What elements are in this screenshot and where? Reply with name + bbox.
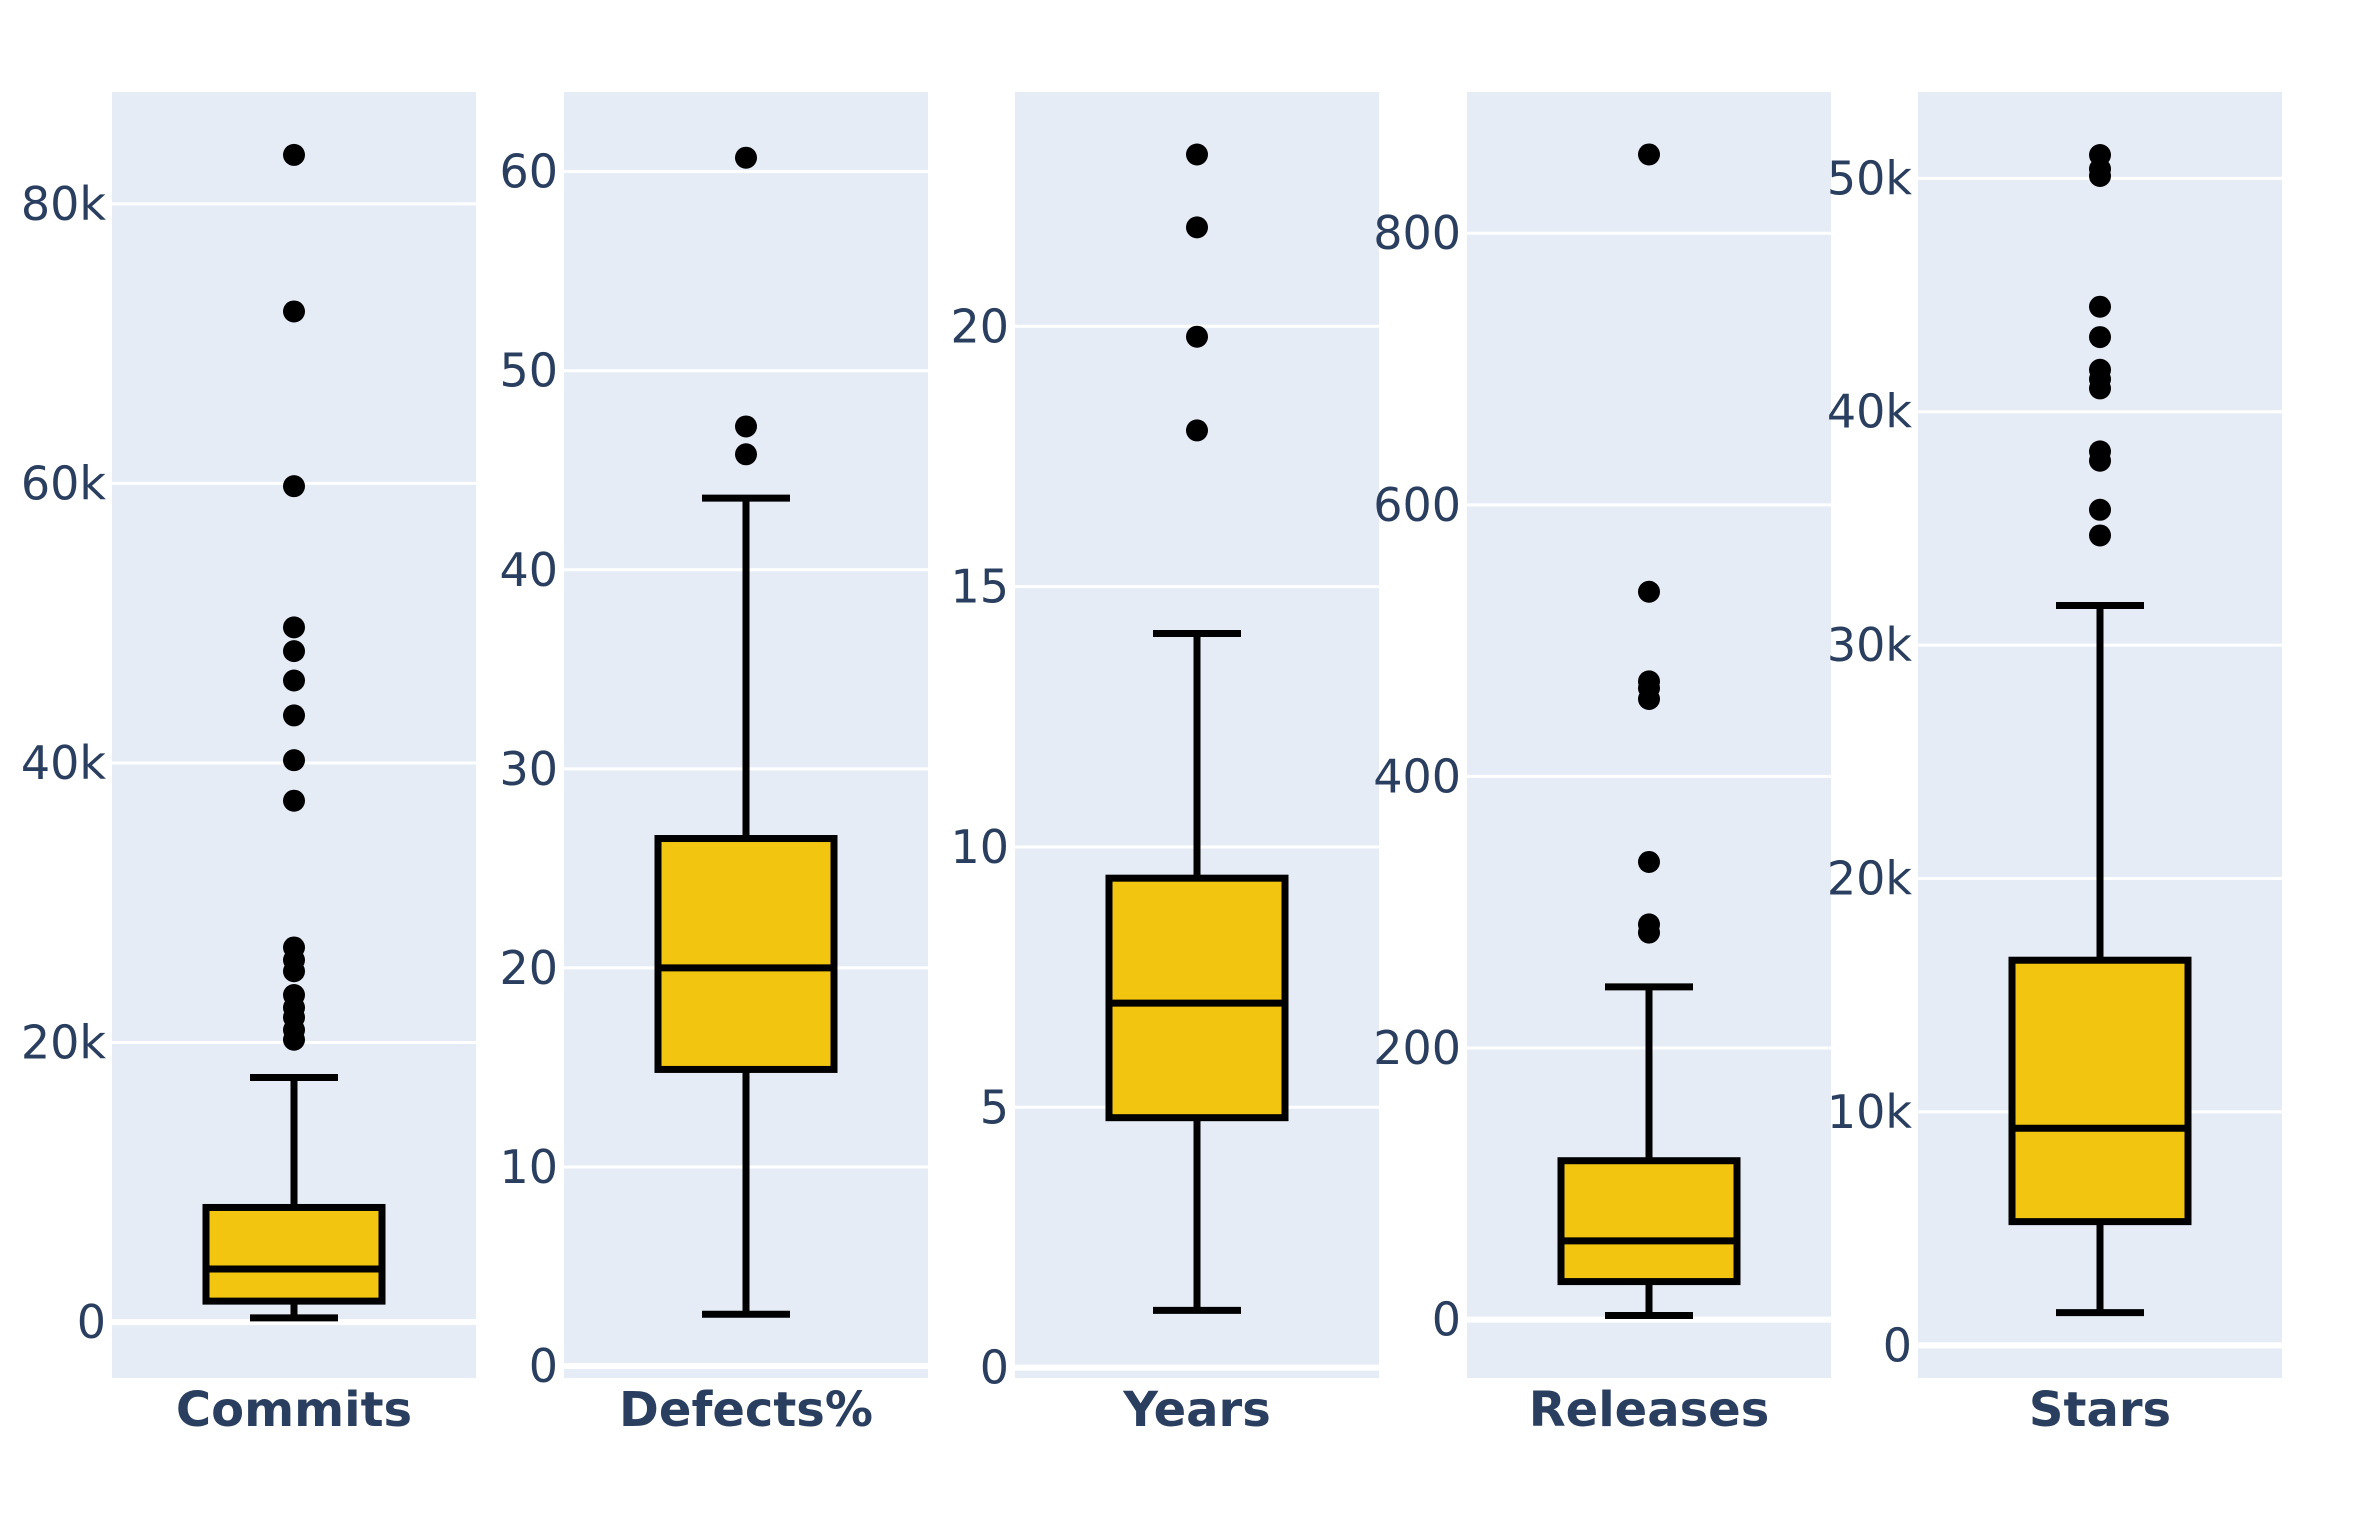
- y-tick-label-commits: 40k: [21, 736, 107, 790]
- outlier-point-commits: [283, 616, 305, 639]
- y-tick-label-defects: 60: [499, 145, 558, 199]
- y-tick-label-commits: 20k: [21, 1016, 107, 1070]
- y-tick-label-releases: 0: [1432, 1293, 1461, 1347]
- outlier-point-stars: [2089, 449, 2111, 472]
- outlier-point-stars: [2089, 377, 2111, 400]
- outlier-point-commits: [283, 669, 305, 692]
- outlier-point-defects: [735, 443, 757, 466]
- y-tick-label-defects: 50: [499, 344, 558, 398]
- outlier-point-stars: [2089, 165, 2111, 188]
- outlier-point-commits: [283, 789, 305, 812]
- outlier-point-years: [1186, 419, 1208, 442]
- y-tick-label-stars: 30k: [1827, 618, 1913, 672]
- outlier-point-stars: [2089, 295, 2111, 318]
- outlier-point-commits: [283, 300, 305, 323]
- outlier-point-releases: [1638, 921, 1660, 944]
- y-tick-label-years: 10: [950, 820, 1009, 874]
- outlier-point-commits: [283, 704, 305, 727]
- y-tick-label-stars: 50k: [1827, 151, 1913, 205]
- x-category-label-stars: Stars: [2029, 1382, 2171, 1438]
- x-category-label-defects: Defects%: [619, 1382, 873, 1438]
- outlier-point-commits: [283, 1028, 305, 1051]
- outlier-point-years: [1186, 216, 1208, 239]
- y-tick-label-defects: 20: [499, 941, 558, 995]
- x-category-label-years: Years: [1122, 1382, 1271, 1438]
- y-tick-label-years: 0: [980, 1341, 1009, 1395]
- y-tick-label-years: 15: [950, 560, 1009, 614]
- y-tick-label-releases: 400: [1373, 749, 1461, 803]
- outlier-point-defects: [735, 415, 757, 438]
- y-tick-label-commits: 80k: [21, 177, 107, 231]
- box-releases: [1557, 1157, 1741, 1286]
- outlier-point-releases: [1638, 143, 1660, 166]
- outlier-point-years: [1186, 325, 1208, 348]
- y-tick-label-releases: 800: [1373, 206, 1461, 260]
- outlier-point-stars: [2089, 326, 2111, 349]
- y-tick-label-defects: 30: [499, 742, 558, 796]
- y-tick-label-releases: 600: [1373, 478, 1461, 532]
- outlier-point-commits: [283, 475, 305, 498]
- y-tick-label-commits: 0: [77, 1295, 106, 1349]
- y-tick-label-defects: 0: [529, 1339, 558, 1393]
- box-commits: [202, 1203, 386, 1305]
- y-tick-label-stars: 10k: [1827, 1085, 1913, 1139]
- y-tick-label-stars: 20k: [1827, 852, 1913, 906]
- outlier-point-commits: [283, 143, 305, 166]
- y-tick-label-stars: 0: [1883, 1318, 1912, 1372]
- box-defects: [654, 835, 838, 1073]
- y-tick-label-stars: 40k: [1827, 385, 1913, 439]
- outlier-point-years: [1186, 143, 1208, 166]
- y-tick-label-defects: 40: [499, 543, 558, 597]
- y-tick-label-defects: 10: [499, 1140, 558, 1194]
- outlier-point-releases: [1638, 850, 1660, 873]
- outlier-point-stars: [2089, 498, 2111, 521]
- y-tick-label-years: 5: [980, 1080, 1009, 1134]
- outlier-point-commits: [283, 960, 305, 983]
- x-category-label-commits: Commits: [176, 1382, 412, 1438]
- box-years: [1105, 874, 1289, 1122]
- box-stars: [2008, 956, 2192, 1226]
- y-tick-label-releases: 200: [1373, 1021, 1461, 1075]
- outlier-point-releases: [1638, 580, 1660, 603]
- x-category-label-releases: Releases: [1529, 1382, 1770, 1438]
- y-tick-label-years: 20: [950, 299, 1009, 353]
- outlier-point-releases: [1638, 688, 1660, 711]
- y-tick-label-commits: 60k: [21, 456, 107, 510]
- outlier-point-commits: [283, 640, 305, 663]
- outlier-point-commits: [283, 749, 305, 772]
- outlier-point-stars: [2089, 524, 2111, 547]
- outlier-point-defects: [735, 146, 757, 169]
